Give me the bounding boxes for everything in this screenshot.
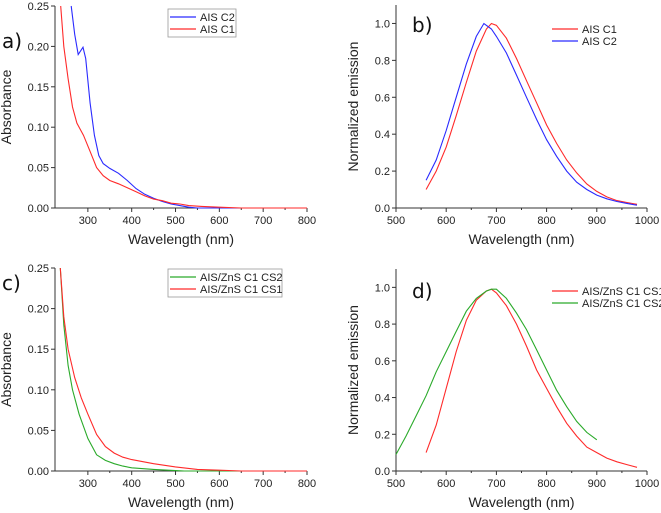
y-tick-label: 0.00 <box>28 466 49 478</box>
series-line-ais-c1 <box>425 22 638 205</box>
chart-panel-1: 300 400 500 600 700 800 0.00 0.05 0.10 0.15 0.20 0.… <box>0 1 316 247</box>
series-line-ais-c2 <box>425 22 638 206</box>
y-tick-label: 0.0 <box>375 203 390 215</box>
chart-panel-2: 500 600 700 800 900 1000 0.0 0.2 0.4 0.6 0.8 1.0 Wav… <box>345 5 659 247</box>
x-tick-label: 500 <box>387 478 405 490</box>
x-tick-label: 1000 <box>635 215 659 227</box>
legend-entry: AIS C2 <box>582 36 617 48</box>
legend-entry: AIS/ZnS C1 CS2 <box>200 272 283 284</box>
x-tick-label: 700 <box>487 215 505 227</box>
y-tick-label: 0.15 <box>28 82 49 94</box>
x-axis-label: Wavelength (nm) <box>468 494 574 510</box>
legend-entry: AIS/ZnS C1 CS2 <box>582 298 661 310</box>
y-axis-label: Normalized emission <box>345 42 361 172</box>
x-tick-label: 1000 <box>635 478 659 490</box>
x-tick-label: 800 <box>537 478 555 490</box>
x-tick-label: 800 <box>298 215 316 227</box>
y-tick-label: 0.10 <box>28 385 49 397</box>
y-axis-label: Normalized emission <box>345 305 361 435</box>
y-tick-label: 0.6 <box>375 92 390 104</box>
y-tick-label: 0.0 <box>375 466 390 478</box>
y-tick-label: 0.00 <box>28 203 49 215</box>
x-tick-label: 700 <box>254 478 272 490</box>
x-axis-label: Wavelength (nm) <box>468 231 574 247</box>
x-tick-label: 300 <box>79 478 97 490</box>
y-tick-label: 0.4 <box>375 393 390 405</box>
y-tick-label: 0.20 <box>28 304 49 316</box>
x-tick-label: 500 <box>166 215 184 227</box>
series-line-ais-zns-c1-cs2 <box>59 267 307 472</box>
x-tick-label: 300 <box>79 215 97 227</box>
x-tick-label: 500 <box>166 478 184 490</box>
x-tick-label: 600 <box>210 478 228 490</box>
x-tick-label: 800 <box>537 215 555 227</box>
y-tick-label: 0.05 <box>28 163 49 175</box>
chart-panel-3: 300 400 500 600 700 800 0.00 0.05 0.10 0.15 0.20 0.… <box>0 263 316 510</box>
legend-entry: AIS C2 <box>200 12 235 24</box>
series-line-ais-c2 <box>70 5 307 209</box>
x-tick-label: 400 <box>123 215 141 227</box>
x-axis-label: Wavelength (nm) <box>128 494 234 510</box>
legend-entry: AIS/ZnS C1 CS1 <box>200 284 283 296</box>
y-tick-label: 1.0 <box>375 18 390 30</box>
y-tick-label: 0.25 <box>28 1 49 13</box>
y-tick-label: 0.05 <box>28 425 49 437</box>
x-tick-label: 700 <box>254 215 272 227</box>
panel-label: c) <box>2 271 21 295</box>
chart-panel-4: 500 600 700 800 900 1000 0.0 0.2 0.4 0.6 0.8 1.0 Wav… <box>345 269 661 510</box>
y-tick-label: 0.25 <box>28 263 49 275</box>
y-axis-label: Absorbance <box>0 332 14 407</box>
y-tick-label: 0.10 <box>28 122 49 134</box>
series-line-ais-zns-c1-cs1 <box>425 288 638 468</box>
x-tick-label: 900 <box>588 478 606 490</box>
x-tick-label: 900 <box>588 215 606 227</box>
x-tick-label: 400 <box>123 478 141 490</box>
y-tick-label: 0.4 <box>375 129 390 141</box>
x-tick-label: 600 <box>437 215 455 227</box>
x-tick-label: 500 <box>387 215 405 227</box>
x-tick-label: 600 <box>210 215 228 227</box>
y-tick-label: 0.20 <box>28 41 49 53</box>
legend-entry: AIS C1 <box>200 24 235 36</box>
legend-entry: AIS C1 <box>582 24 617 36</box>
y-tick-label: 1.0 <box>375 282 390 294</box>
panel-label: d) <box>412 279 433 303</box>
x-axis-label: Wavelength (nm) <box>128 231 234 247</box>
y-axis-label: Absorbance <box>0 69 14 144</box>
x-tick-label: 600 <box>437 478 455 490</box>
series-line-ais-zns-c1-cs1 <box>59 267 307 472</box>
y-tick-label: 0.8 <box>375 319 390 331</box>
x-tick-label: 800 <box>298 478 316 490</box>
y-tick-label: 0.15 <box>28 344 49 356</box>
series-line-ais-c1 <box>60 5 307 209</box>
panel-label: a) <box>2 29 22 53</box>
x-tick-label: 700 <box>487 478 505 490</box>
y-tick-label: 0.8 <box>375 55 390 67</box>
series-line-ais-zns-c1-cs2 <box>395 288 598 455</box>
legend-box <box>167 8 237 38</box>
y-tick-label: 0.2 <box>375 166 390 178</box>
y-tick-label: 0.2 <box>375 429 390 441</box>
y-tick-label: 0.6 <box>375 356 390 368</box>
panel-label: b) <box>412 13 433 37</box>
legend-box <box>167 268 283 298</box>
legend-entry: AIS/ZnS C1 CS1 <box>582 286 661 298</box>
